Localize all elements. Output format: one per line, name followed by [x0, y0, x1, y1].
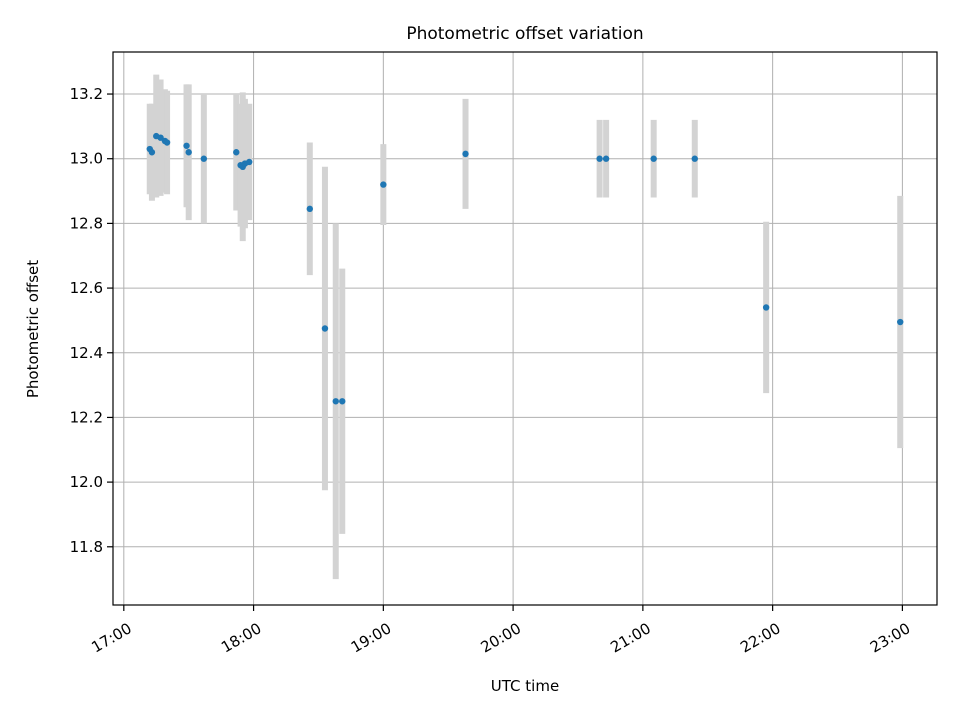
data-point [321, 325, 329, 332]
data-point [185, 149, 192, 156]
data-point [339, 398, 346, 405]
y-tick-label: 12.6 [70, 279, 103, 297]
data-point [246, 158, 253, 166]
data-point [332, 398, 339, 405]
data-point [897, 318, 904, 326]
data-point [306, 205, 314, 213]
y-tick-label: 11.8 [70, 538, 103, 556]
data-point [596, 155, 603, 162]
x-axis-label: UTC time [491, 677, 559, 695]
y-tick-label: 12.2 [70, 408, 103, 426]
y-axis: 11.8 12.0 12.2 12.4 12.6 12.8 13.0 13.2 [70, 85, 113, 556]
data-point [148, 149, 156, 156]
data-point [462, 150, 469, 158]
data-point [762, 304, 770, 311]
data-point [163, 139, 171, 146]
data-point [200, 155, 208, 162]
y-tick-label: 12.4 [70, 344, 103, 362]
data-point [691, 155, 698, 162]
data-points [146, 132, 904, 405]
plot-frame [112, 51, 938, 606]
chart-title: Photometric offset variation [406, 24, 643, 44]
y-tick-label: 13.0 [70, 150, 103, 168]
data-point [183, 142, 190, 149]
data-point [602, 155, 610, 162]
y-axis-label: Photometric offset [24, 260, 42, 398]
data-point [650, 155, 657, 162]
data-point [380, 181, 387, 188]
y-tick-label: 12.8 [70, 214, 103, 232]
data-point [233, 149, 240, 156]
y-tick-label: 13.2 [70, 85, 103, 103]
y-tick-label: 12.0 [70, 473, 103, 491]
